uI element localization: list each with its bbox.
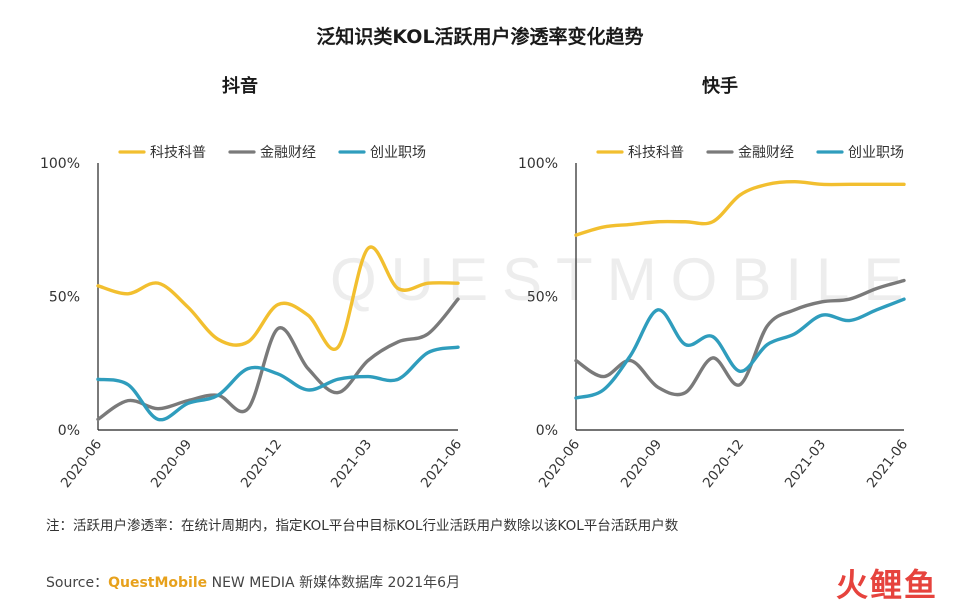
kuaishou-series-line-2 (574, 297, 906, 400)
kuaishou-y-tick-label: 100% (518, 156, 558, 172)
source-line: Source：QuestMobile NEW MEDIA 新媒体数据库 2021… (46, 572, 460, 592)
kuaishou-y-tick-label: 50% (527, 290, 558, 306)
kuaishou-legend-label: 科技科普 (628, 145, 684, 161)
kuaishou-x-tick-label: 2020-06 (536, 437, 583, 491)
footnote: 注：活跃用户渗透率：在统计周期内，指定KOL平台中目标KOL行业活跃用户数除以该… (46, 518, 679, 534)
douyin-y-tick-label: 0% (58, 423, 80, 439)
douyin-legend-label: 创业职场 (370, 145, 426, 161)
douyin-series-line-2 (96, 345, 460, 422)
kuaishou-y-tick-label: 0% (536, 423, 558, 439)
douyin-legend-label: 金融财经 (260, 145, 316, 161)
footer-logo: 火鲤鱼 (835, 566, 938, 604)
kuaishou-x-tick-label: 2020-09 (618, 437, 665, 491)
kuaishou-legend-label: 金融财经 (738, 145, 794, 161)
douyin-legend-label: 科技科普 (150, 145, 206, 161)
douyin-series-line-1 (96, 297, 460, 422)
kuaishou-x-tick-label: 2020-12 (700, 437, 747, 491)
source-suffix: NEW MEDIA 新媒体数据库 2021年6月 (207, 575, 461, 591)
subtitle-kuaishou: 快手 (702, 76, 738, 97)
douyin-y-tick-label: 100% (40, 156, 80, 172)
douyin-series-line-0 (96, 245, 460, 351)
douyin-y-tick-label: 50% (49, 290, 80, 306)
chart-title: 泛知识类KOL活跃用户渗透率变化趋势 (316, 26, 644, 48)
kuaishou-series-line-1 (574, 278, 906, 397)
subtitle-douyin: 抖音 (222, 76, 258, 97)
source-prefix: Source： (46, 575, 109, 591)
watermark: QUESTMOBILE (330, 246, 918, 313)
source-brand: QuestMobile (108, 575, 208, 591)
kuaishou-x-tick-label: 2021-06 (864, 437, 911, 491)
kuaishou-legend-label: 创业职场 (848, 145, 904, 161)
kuaishou-series-line-0 (574, 179, 906, 237)
kuaishou-x-tick-label: 2021-03 (782, 437, 829, 491)
